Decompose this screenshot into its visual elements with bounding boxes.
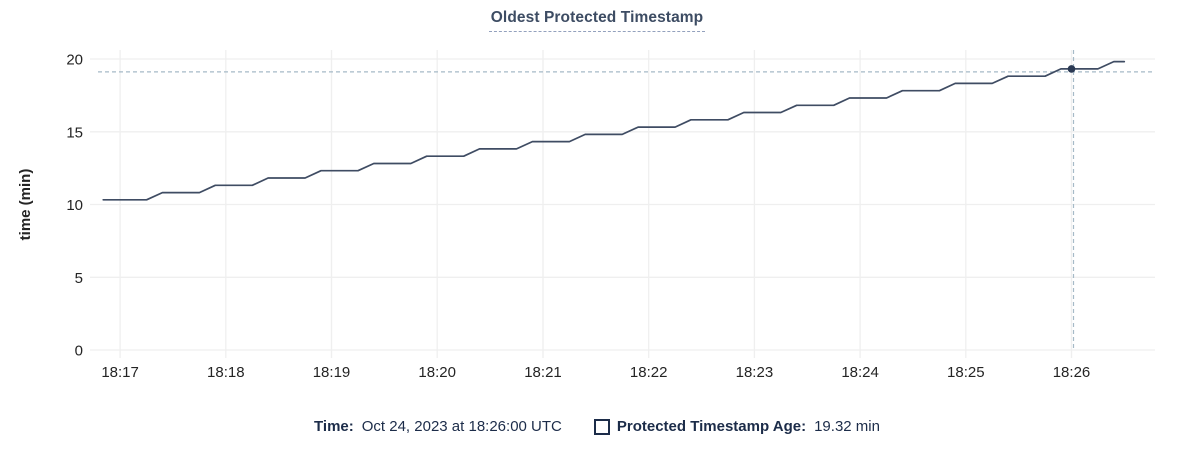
y-tick-label: 5 bbox=[75, 270, 83, 287]
x-tick-label: 18:21 bbox=[524, 364, 562, 381]
x-tick-label: 18:23 bbox=[736, 364, 774, 381]
x-tick-label: 18:24 bbox=[841, 364, 879, 381]
series-line bbox=[102, 60, 1126, 201]
x-tick-label: 18:18 bbox=[207, 364, 245, 381]
y-tick-label: 15 bbox=[66, 124, 83, 141]
hover-marker bbox=[1067, 65, 1076, 73]
x-tick-label: 18:25 bbox=[947, 364, 985, 381]
x-tick-label: 18:17 bbox=[101, 364, 139, 381]
series-label: Protected Timestamp Age: bbox=[616, 418, 807, 435]
chart-title-row: Oldest Protected Timestamp bbox=[0, 9, 1194, 32]
y-tick-label: 10 bbox=[66, 197, 83, 214]
series-swatch-icon bbox=[593, 419, 610, 435]
x-tick-label: 18:19 bbox=[313, 364, 351, 381]
x-tick-label: 18:22 bbox=[630, 364, 668, 381]
chart-title[interactable]: Oldest Protected Timestamp bbox=[488, 9, 706, 32]
plot-area[interactable] bbox=[90, 50, 1155, 350]
x-tick-label: 18:20 bbox=[418, 364, 456, 381]
y-axis-title: time (min) bbox=[17, 169, 34, 241]
series-value: 19.32 min bbox=[814, 418, 880, 435]
time-value: Oct 24, 2023 at 18:26:00 UTC bbox=[361, 418, 562, 435]
y-tick-label: 0 bbox=[75, 343, 83, 360]
hover-tooltip-legend: Time: Oct 24, 2023 at 18:26:00 UTC Prote… bbox=[0, 416, 1194, 438]
time-label: Time: bbox=[314, 418, 354, 435]
x-tick-label: 18:26 bbox=[1053, 364, 1091, 381]
y-tick-label: 20 bbox=[66, 52, 83, 69]
